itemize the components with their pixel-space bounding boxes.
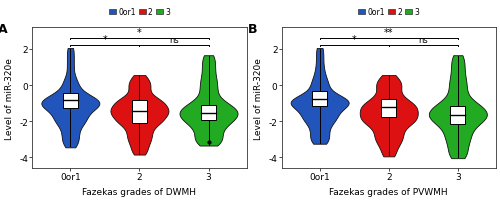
Bar (312, 92, 328, 106)
Legend: 0or1, 2, 3: 0or1, 2, 3 (108, 7, 172, 19)
Bar (132, 101, 147, 123)
Bar (450, 106, 466, 124)
Y-axis label: Level of miR-320e: Level of miR-320e (5, 57, 14, 139)
Legend: 0or1, 2, 3: 0or1, 2, 3 (357, 7, 420, 19)
Text: *: * (102, 35, 108, 45)
Text: A: A (0, 22, 8, 35)
Text: ns: ns (418, 36, 428, 45)
Bar (62, 94, 78, 108)
Bar (381, 99, 396, 117)
Text: *: * (352, 35, 356, 45)
Text: **: ** (384, 28, 394, 38)
Text: B: B (248, 22, 257, 35)
Bar (201, 105, 216, 121)
Text: *: * (137, 28, 142, 38)
X-axis label: Fazekas grades of DWMH: Fazekas grades of DWMH (82, 187, 196, 196)
Text: ns: ns (169, 36, 179, 45)
X-axis label: Fazekas grades of PVWMH: Fazekas grades of PVWMH (330, 187, 448, 196)
Y-axis label: Level of miR-320e: Level of miR-320e (254, 57, 263, 139)
